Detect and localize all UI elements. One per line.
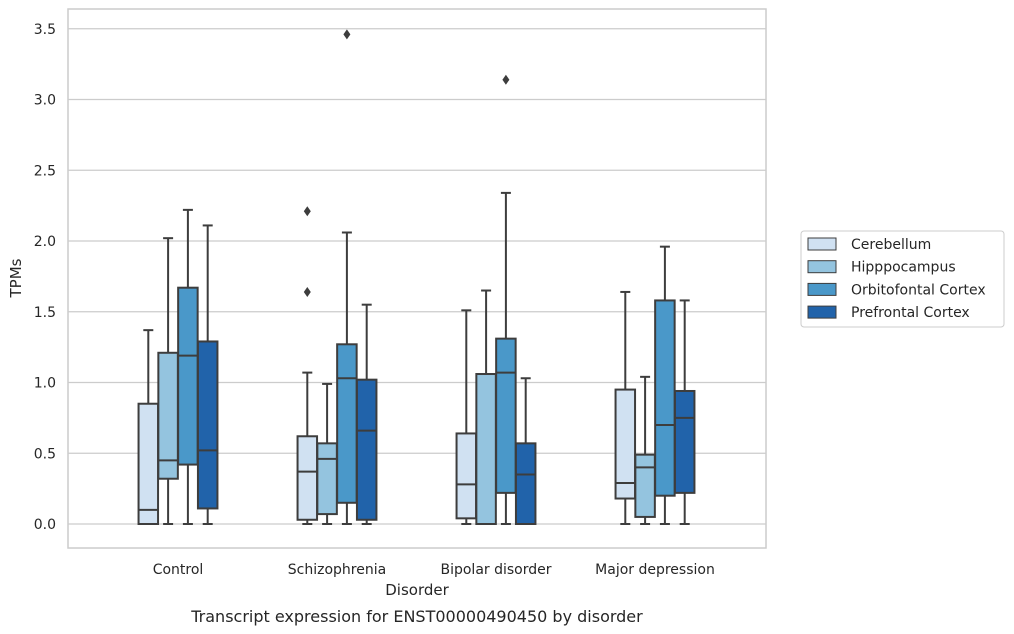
box-orbitofontal-cortex	[336, 29, 358, 525]
x-tick-label: Schizophrenia	[288, 562, 386, 578]
box-prefrontal-cortex	[355, 303, 378, 525]
y-tick-label: 1.0	[34, 376, 56, 392]
box-iqr	[355, 378, 378, 521]
box-iqr	[634, 453, 656, 518]
box-iqr	[455, 432, 478, 520]
y-tick-label: 0.0	[34, 517, 56, 533]
box-iqr	[654, 299, 676, 497]
outlier-point	[303, 206, 311, 217]
y-tick-label: 2.5	[34, 163, 56, 179]
box-iqr	[137, 402, 160, 526]
box-iqr	[673, 389, 696, 494]
box-cerebellum	[614, 290, 637, 525]
y-tick-label: 3.0	[34, 93, 56, 109]
box-iqr	[316, 442, 338, 516]
legend-swatch	[807, 305, 837, 319]
y-tick-labels: 0.0 0.5 1.0 1.5 2.0 2.5 3.0 3.5	[34, 22, 56, 533]
outlier-point	[502, 74, 510, 85]
x-axis-title: Disorder	[385, 581, 449, 599]
box-iqr	[336, 343, 358, 504]
box-hipppocampus	[316, 382, 338, 525]
y-tick-label: 0.5	[34, 446, 56, 462]
box-orbitofontal-cortex	[495, 74, 517, 525]
box-cerebellum	[455, 309, 478, 525]
box-iqr	[196, 340, 219, 510]
legend-label: Prefrontal Cortex	[851, 305, 970, 321]
legend-swatch	[807, 237, 837, 251]
x-tick-label: Bipolar disorder	[440, 562, 551, 578]
box-orbitofontal-cortex	[177, 208, 199, 525]
legend-swatch	[807, 282, 837, 296]
box-prefrontal-cortex	[673, 299, 696, 525]
box-orbitofontal-cortex	[654, 245, 676, 525]
box-iqr	[495, 337, 517, 494]
x-tick-label: Control	[153, 562, 204, 578]
box-iqr	[296, 435, 319, 521]
box-iqr	[177, 286, 199, 466]
y-tick-label: 2.0	[34, 234, 56, 250]
legend-swatch	[807, 260, 837, 274]
outlier-point	[343, 29, 351, 40]
box-iqr	[475, 373, 497, 526]
box-prefrontal-cortex	[514, 377, 537, 525]
y-tick-label: 1.5	[34, 305, 56, 321]
x-tick-label: Major depression	[595, 562, 715, 578]
legend-label: Orbitofontal Cortex	[851, 282, 986, 298]
x-tick-labels: Control Schizophrenia Bipolar disorder Majo…	[153, 562, 715, 578]
legend: Cerebellum Hipppocampus Orbitofontal Corte…	[800, 230, 1005, 328]
legend-label: Cerebellum	[851, 237, 931, 253]
box-prefrontal-cortex	[196, 224, 219, 525]
box-iqr	[514, 442, 537, 525]
box-hipppocampus	[475, 289, 497, 526]
legend-label: Hipppocampus	[851, 260, 956, 276]
chart-caption: Transcript expression for ENST0000049045…	[190, 607, 643, 626]
box-hipppocampus	[157, 237, 179, 525]
box-hipppocampus	[634, 375, 656, 525]
y-tick-label: 3.5	[34, 22, 56, 38]
box-cerebellum	[296, 206, 319, 525]
outlier-point	[303, 286, 311, 297]
box-iqr	[614, 388, 637, 500]
legend-frame	[800, 230, 1005, 328]
box-plot-area	[137, 29, 696, 526]
y-axis-title: TPMs	[7, 258, 25, 298]
plot-frame	[67, 8, 767, 549]
box-cerebellum	[137, 329, 160, 526]
